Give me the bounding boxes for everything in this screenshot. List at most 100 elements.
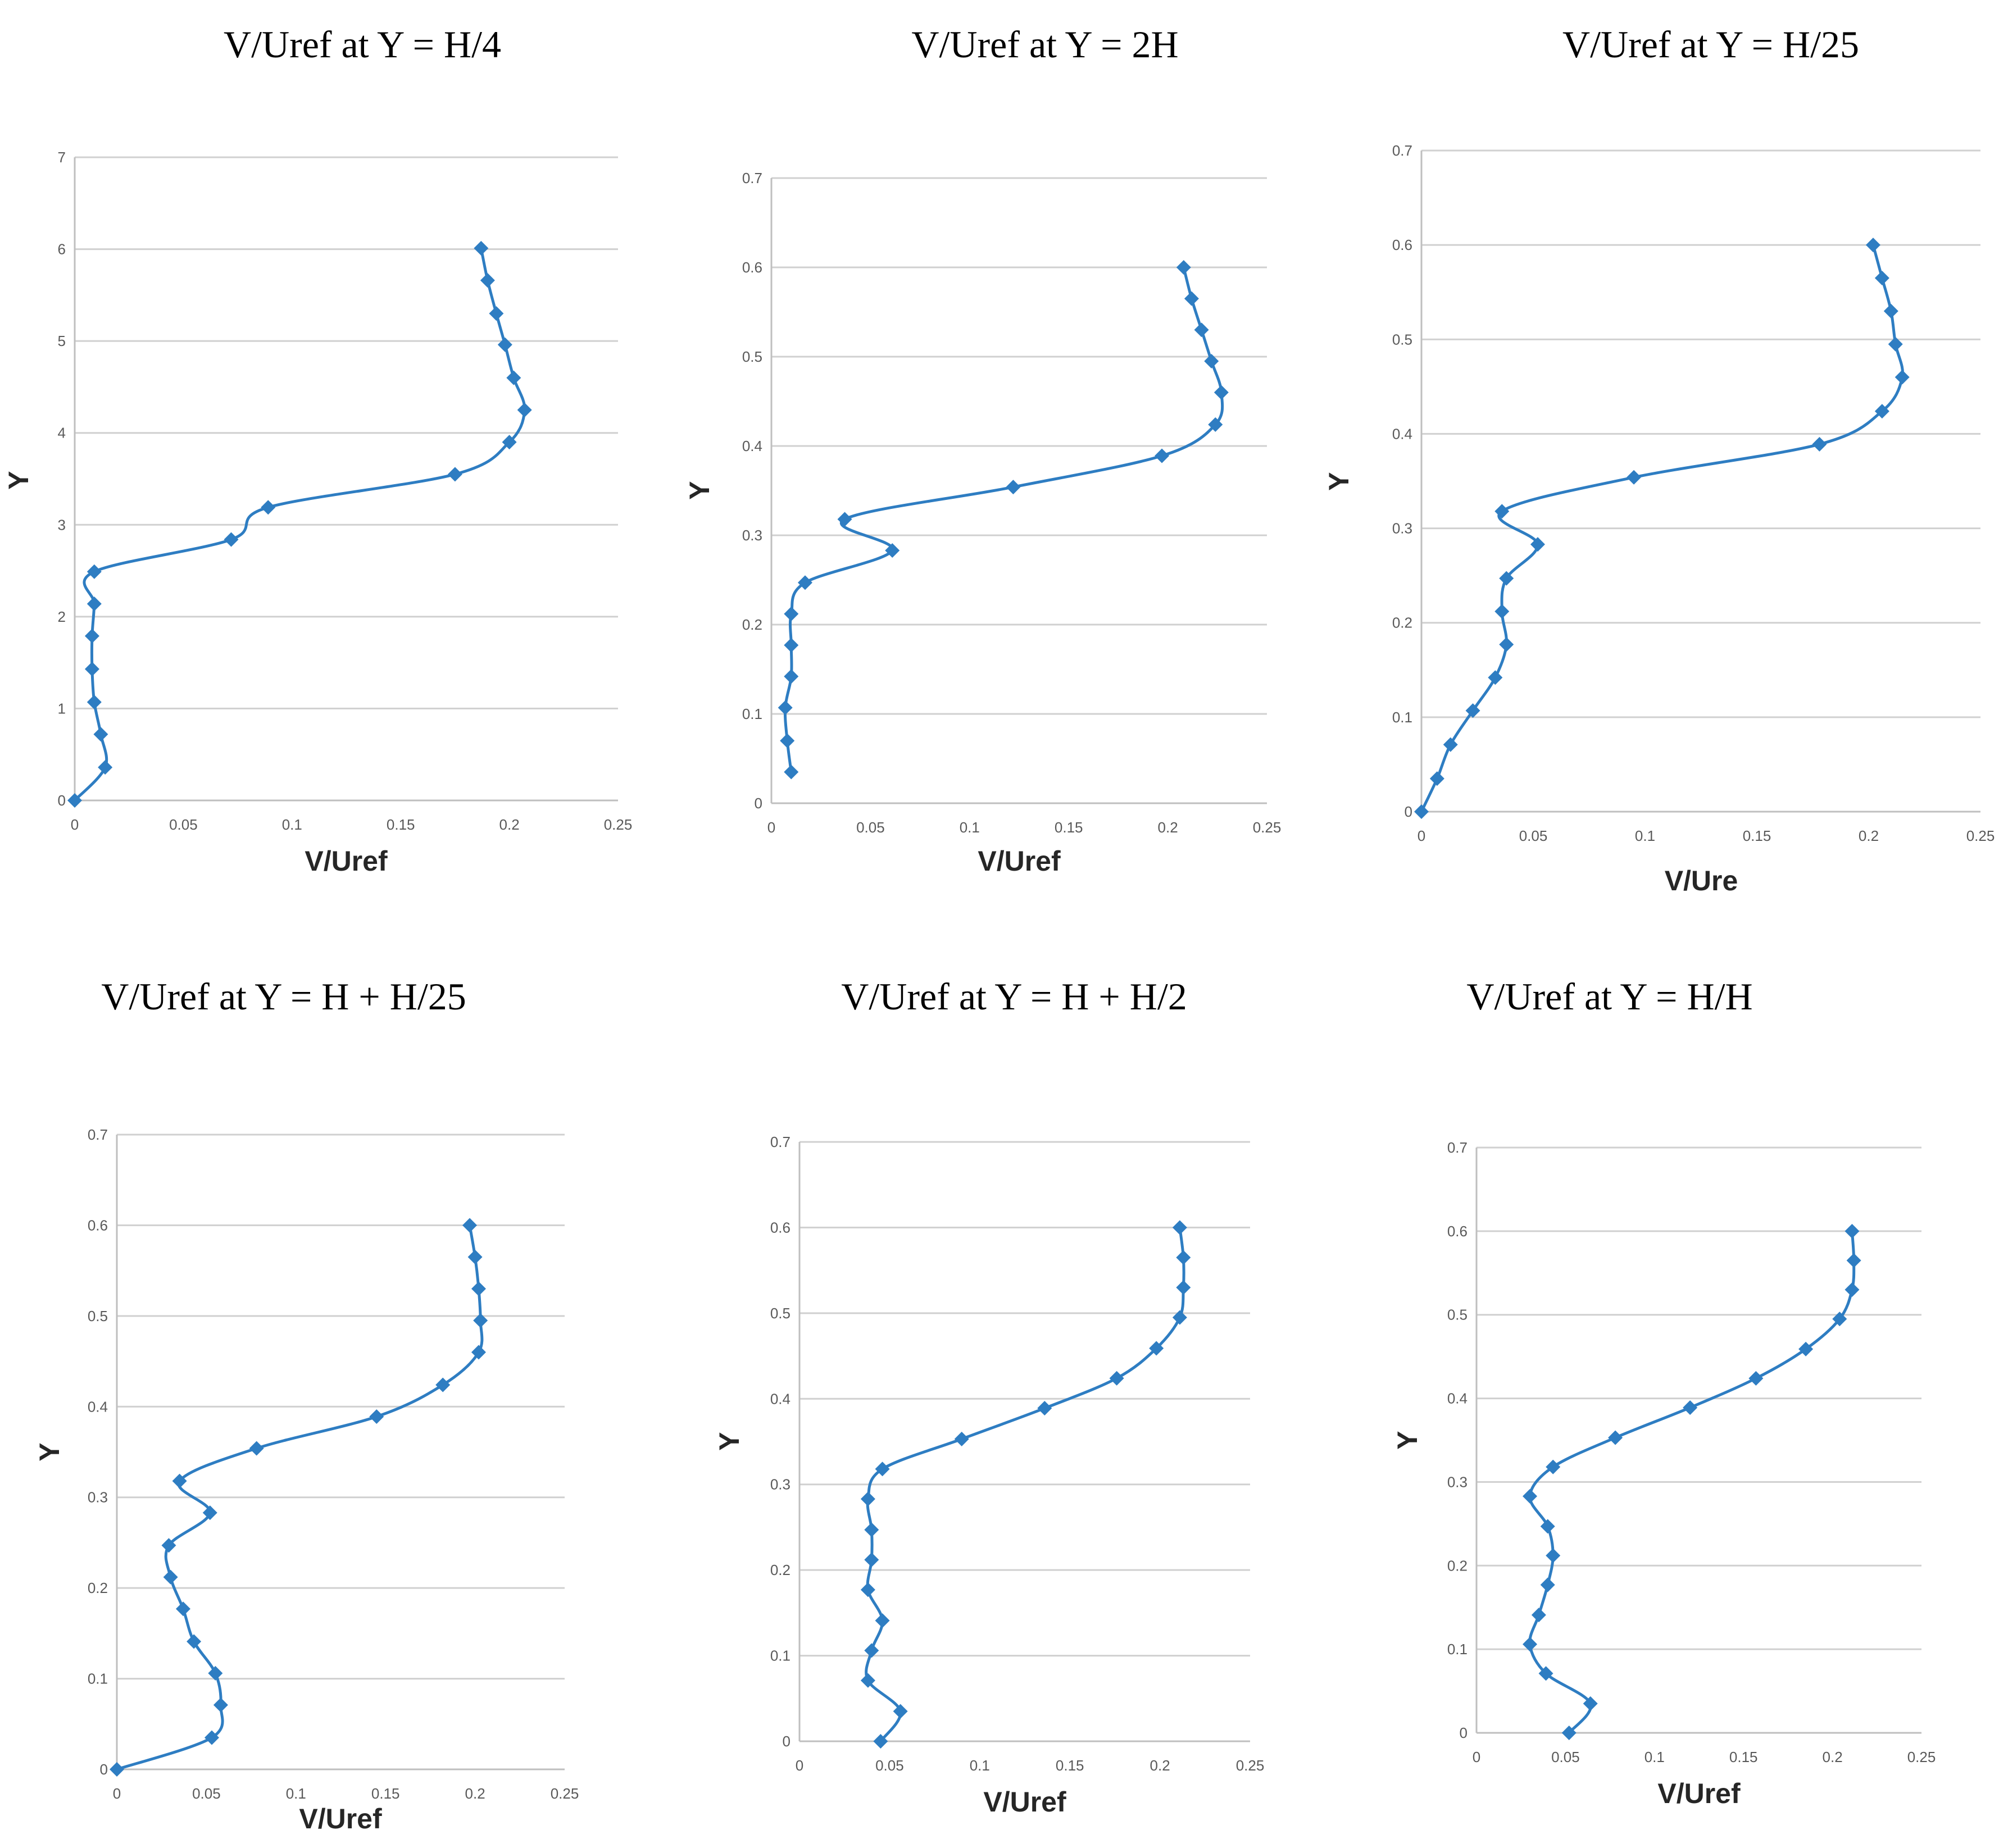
data-point-marker bbox=[1499, 571, 1514, 586]
panel-title: V/Uref at Y = H + H/25 bbox=[101, 975, 466, 1018]
y-tick-label: 0.1 bbox=[1392, 709, 1412, 726]
data-point-marker bbox=[93, 727, 108, 742]
data-point-marker bbox=[369, 1409, 384, 1424]
y-tick-label: 5 bbox=[58, 333, 66, 349]
x-tick-label: 0.15 bbox=[1729, 1749, 1758, 1765]
y-tick-label: 0 bbox=[1460, 1724, 1468, 1741]
y-tick-label: 0.7 bbox=[1447, 1139, 1468, 1156]
data-point-marker bbox=[1208, 417, 1223, 432]
y-tick-label: 0.1 bbox=[770, 1647, 791, 1664]
x-tick-label: 0.15 bbox=[1056, 1757, 1084, 1774]
data-point-marker bbox=[98, 760, 113, 775]
y-tick-label: 0.5 bbox=[1447, 1307, 1468, 1323]
y-tick-label: 0.1 bbox=[742, 705, 762, 722]
data-point-marker bbox=[497, 337, 512, 352]
y-tick-label: 0.4 bbox=[1392, 425, 1412, 442]
data-point-marker bbox=[87, 564, 102, 579]
data-point-marker bbox=[473, 1313, 488, 1328]
data-point-marker bbox=[1540, 1577, 1555, 1592]
data-point-marker bbox=[1109, 1371, 1124, 1386]
x-tick-label: 0 bbox=[71, 816, 79, 833]
data-point-marker bbox=[1583, 1696, 1598, 1711]
x-tick-label: 0.05 bbox=[192, 1785, 221, 1802]
x-tick-label: 0.1 bbox=[1644, 1749, 1665, 1765]
x-tick-label: 0.05 bbox=[875, 1757, 904, 1774]
y-tick-label: 4 bbox=[58, 425, 66, 441]
chart-panel-1: 0 1 2 3 4 5 6 7 0 0.05 0.1 0.15 0.2 0.25 V/Uref Y bbox=[3, 149, 632, 877]
data-point-marker bbox=[954, 1431, 969, 1446]
data-point-marker bbox=[87, 694, 102, 709]
data-point-marker bbox=[1006, 480, 1021, 495]
data-point-marker bbox=[1172, 1310, 1187, 1325]
data-point-marker bbox=[1812, 436, 1827, 452]
chart-panel-6: 0 0.1 0.2 0.3 0.4 0.5 0.6 0.7 0 0.05 0.1 0.15 0.2 0.2… bbox=[1392, 1139, 1936, 1809]
y-tick-label: 0.4 bbox=[770, 1390, 791, 1407]
x-tick-label: 0.25 bbox=[1966, 827, 1995, 844]
y-tick-label: 0.6 bbox=[1447, 1223, 1468, 1240]
data-point-marker bbox=[261, 500, 276, 515]
x-tick-label: 0.1 bbox=[970, 1757, 990, 1774]
y-tick-label: 0.6 bbox=[1392, 236, 1412, 253]
chart-panel-5: 0 0.1 0.2 0.3 0.4 0.5 0.6 0.7 0 0.05 0.1 0.15 0.2 0.2… bbox=[714, 1134, 1264, 1818]
data-point-marker bbox=[202, 1505, 217, 1521]
x-tick-label: 0.2 bbox=[1150, 1757, 1170, 1774]
data-point-marker bbox=[797, 575, 812, 590]
data-point-marker bbox=[208, 1665, 223, 1681]
data-point-marker bbox=[213, 1697, 228, 1713]
data-point-marker bbox=[1874, 270, 1889, 285]
data-point-marker bbox=[784, 606, 799, 621]
y-tick-label: 0 bbox=[58, 792, 66, 809]
y-tick-label: 0.5 bbox=[770, 1305, 791, 1322]
y-axis-label: Y bbox=[684, 481, 715, 499]
data-point-marker bbox=[163, 1569, 178, 1585]
data-point-marker bbox=[864, 1552, 879, 1567]
data-point-marker bbox=[1561, 1726, 1577, 1740]
x-tick-label: 0.25 bbox=[1253, 819, 1282, 836]
x-tick-label: 0.15 bbox=[387, 816, 415, 833]
y-tick-label: 0 bbox=[100, 1761, 108, 1778]
x-tick-label: 0.1 bbox=[286, 1785, 306, 1802]
data-point-marker bbox=[1846, 1253, 1861, 1268]
data-point-marker bbox=[1037, 1401, 1052, 1416]
x-axis-label: V/Ure bbox=[1665, 865, 1738, 896]
y-tick-label: 1 bbox=[58, 700, 66, 717]
y-tick-label: 0.1 bbox=[88, 1671, 108, 1687]
panel-title: V/Uref at Y = H/4 bbox=[223, 23, 502, 66]
data-point-marker bbox=[1443, 737, 1458, 752]
data-point-marker bbox=[474, 240, 489, 256]
chart-panel-3: 0 0.1 0.2 0.3 0.4 0.5 0.6 0.7 0 0.05 0.1 0.15 0.2 0.2… bbox=[1323, 142, 1995, 896]
data-point-marker bbox=[1895, 370, 1910, 385]
x-tick-label: 0.25 bbox=[1236, 1757, 1265, 1774]
x-tick-label: 0 bbox=[113, 1785, 121, 1802]
y-tick-label: 0.4 bbox=[88, 1398, 108, 1415]
y-tick-label: 0.2 bbox=[1392, 615, 1412, 631]
y-tick-label: 7 bbox=[58, 149, 66, 166]
y-axis-label: Y bbox=[714, 1432, 745, 1450]
data-point-marker bbox=[1214, 385, 1229, 400]
data-point-marker bbox=[875, 1462, 890, 1477]
x-axis-label: V/Uref bbox=[299, 1803, 382, 1835]
data-point-marker bbox=[1465, 703, 1480, 718]
data-point-marker bbox=[1845, 1282, 1860, 1298]
y-tick-label: 0.7 bbox=[770, 1134, 791, 1150]
panel-title: V/Uref at Y = H/25 bbox=[1562, 23, 1860, 66]
chart-panel-2: 0 0.1 0.2 0.3 0.4 0.5 0.6 0.7 0 0.05 0.1 0.15 0.2 0.2… bbox=[684, 170, 1281, 877]
data-point-marker bbox=[1155, 448, 1170, 463]
y-axis-label: Y bbox=[3, 471, 34, 489]
data-point-marker bbox=[885, 543, 900, 558]
data-point-marker bbox=[1194, 322, 1209, 338]
x-axis-label: V/Uref bbox=[1657, 1778, 1741, 1809]
data-point-marker bbox=[1540, 1519, 1555, 1534]
data-point-marker bbox=[467, 1249, 483, 1264]
y-tick-label: 0.2 bbox=[88, 1580, 108, 1596]
data-point-marker bbox=[489, 306, 504, 321]
y-tick-label: 0.3 bbox=[742, 527, 762, 544]
data-point-marker bbox=[873, 1734, 888, 1749]
data-point-marker bbox=[447, 467, 462, 482]
data-point-marker bbox=[860, 1491, 875, 1506]
y-tick-label: 0.2 bbox=[770, 1562, 791, 1578]
data-point-marker bbox=[1523, 1637, 1538, 1652]
data-point-marker bbox=[84, 662, 99, 677]
y-tick-label: 0.7 bbox=[1392, 142, 1412, 159]
